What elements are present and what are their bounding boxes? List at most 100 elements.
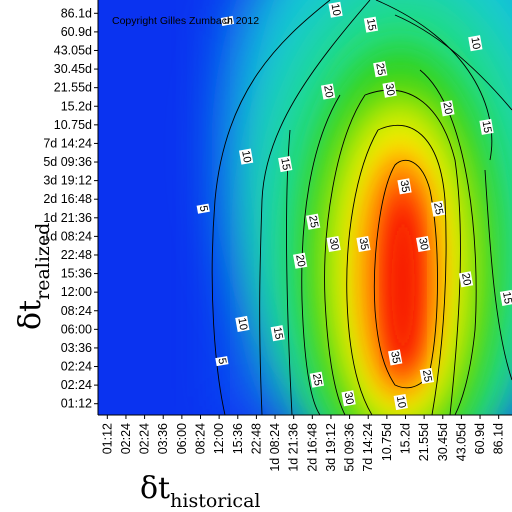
contour-label-background — [458, 271, 474, 288]
contour-label-background — [235, 315, 250, 332]
x-tick-label: 1d 21:36 — [287, 423, 301, 472]
x-tick-label: 15:36 — [231, 423, 245, 454]
contour-label: 30 — [416, 235, 431, 253]
contour-labels: 5 5 5 10 10 10 10 10 15 15 15 15 15 20 20 20 20 25 25 25 25 2… — [196, 1, 512, 411]
contour-label-background — [373, 61, 388, 78]
contour-label-background — [363, 16, 379, 33]
contour-label-text: 30 — [342, 391, 356, 405]
contour-label: 35 — [397, 178, 412, 195]
contour-15 — [286, 0, 512, 415]
contour-label-background — [388, 349, 403, 366]
x-tick-label: 86.1d — [492, 423, 506, 454]
x-axis-ticks: 01:12 02:24 02:24 03:36 06:00 08:24 12:00 15:36… — [100, 415, 506, 472]
contour-label: 30 — [341, 390, 356, 407]
contour-label-background — [293, 252, 308, 269]
contour-label-text: 10 — [235, 317, 249, 331]
y-tick-label: 02:24 — [61, 360, 92, 374]
contour-label-background — [320, 83, 336, 100]
x-tick-label: 5d 09:36 — [343, 423, 357, 472]
x-tick-label: 3d 19:12 — [324, 423, 338, 472]
contour-label-text: 25 — [306, 215, 320, 229]
contour-20 — [301, 69, 477, 415]
contour-label-background — [278, 155, 293, 173]
contour-label-text: 10 — [468, 36, 482, 50]
contour-label-background — [238, 148, 254, 165]
y-tick-label: 7d 14:24 — [43, 136, 92, 150]
contour-label-text: 15 — [480, 120, 494, 134]
contour-label-background — [306, 213, 321, 230]
contour-label-text: 10 — [394, 395, 408, 409]
contour-label-background — [419, 367, 435, 385]
heatmap-field — [98, 0, 512, 415]
contour-label: 10 — [468, 35, 483, 52]
y-tick-label: 21.55d — [54, 81, 92, 95]
contour-label-background — [397, 178, 412, 195]
y-tick-label: 86.1d — [61, 6, 92, 20]
contour-label-text: 30 — [383, 83, 397, 97]
y-tick-label: 02:24 — [61, 378, 92, 392]
contour-label: 25 — [306, 213, 321, 230]
contour-label: 15 — [499, 289, 512, 306]
contour-label-text: 30 — [327, 237, 341, 251]
contour-label: 35 — [356, 235, 371, 253]
contour-label: 20 — [458, 271, 474, 288]
y-tick-label: 01:12 — [61, 397, 92, 411]
contour-label-background — [479, 118, 494, 135]
contour-label-text: 5 — [197, 205, 210, 213]
contour-label-text: 5 — [221, 17, 234, 25]
contour-label-text: 25 — [420, 369, 434, 383]
contour-label-background — [270, 325, 285, 342]
contour-label: 15 — [270, 325, 285, 342]
contour-label-background — [196, 203, 210, 214]
y-axis-label: δtrealized — [13, 223, 54, 330]
y-tick-label: 1d 08:24 — [43, 229, 92, 243]
contour-25 — [324, 89, 461, 415]
y-tick-label: 2d 16:48 — [43, 192, 92, 206]
contour-label-background — [328, 1, 343, 18]
contour-label-text: 35 — [357, 237, 371, 251]
contour-label: 20 — [440, 100, 455, 117]
x-tick-label: 02:24 — [119, 423, 133, 454]
x-tick-label: 06:00 — [175, 423, 189, 454]
contour-label-text: 35 — [388, 350, 402, 364]
contour-label: 20 — [320, 83, 336, 100]
contour-label-text: 30 — [416, 237, 430, 251]
x-axis-label: δthistorical — [140, 471, 260, 512]
y-tick-label: 15.2d — [61, 99, 92, 113]
contour-label: 10 — [393, 393, 408, 411]
contour-label-background — [416, 235, 431, 253]
contour-label: 35 — [388, 349, 403, 366]
x-tick-label: 22:48 — [249, 423, 263, 454]
contour-35 — [373, 160, 438, 389]
contour-label-background — [393, 393, 408, 411]
contour-label-text: 15 — [364, 18, 378, 32]
contour-label-text: 35 — [398, 179, 412, 193]
contour-label-background — [215, 356, 229, 367]
y-axis-subscript: realized — [32, 223, 54, 300]
x-tick-label: 21.55d — [417, 423, 431, 461]
y-tick-label: 30.45d — [54, 62, 92, 76]
contour-label-text: 15 — [278, 157, 292, 171]
x-tick-label: 60.9d — [473, 423, 487, 454]
y-tick-label: 06:00 — [61, 322, 92, 336]
x-tick-label: 43.05d — [454, 423, 468, 461]
contour-label: 25 — [373, 61, 388, 78]
y-tick-label: 43.05d — [54, 43, 92, 57]
x-tick-label: 10.75d — [380, 423, 394, 461]
contour-label: 25 — [430, 200, 446, 217]
y-tick-label: 08:24 — [61, 304, 92, 318]
x-tick-label: 7d 14:24 — [361, 423, 375, 472]
contour-label: 5 — [196, 203, 210, 214]
contour-30 — [346, 125, 447, 415]
x-axis-symbol: δt — [140, 471, 170, 506]
y-axis-ticks: 01:12 02:24 02:24 03:36 06:00 08:24 12:00 15:36… — [43, 6, 98, 411]
contour-label: 15 — [278, 155, 293, 173]
contour-label-background — [468, 35, 483, 52]
contour-label: 25 — [419, 367, 435, 385]
x-tick-label: 2d 16:48 — [305, 423, 319, 472]
x-tick-label: 1d 08:24 — [268, 423, 282, 472]
x-tick-label: 01:12 — [100, 423, 114, 454]
x-tick-label: 30.45d — [436, 423, 450, 461]
contour-label: 25 — [309, 371, 325, 388]
contour-label-text: 20 — [321, 84, 335, 98]
